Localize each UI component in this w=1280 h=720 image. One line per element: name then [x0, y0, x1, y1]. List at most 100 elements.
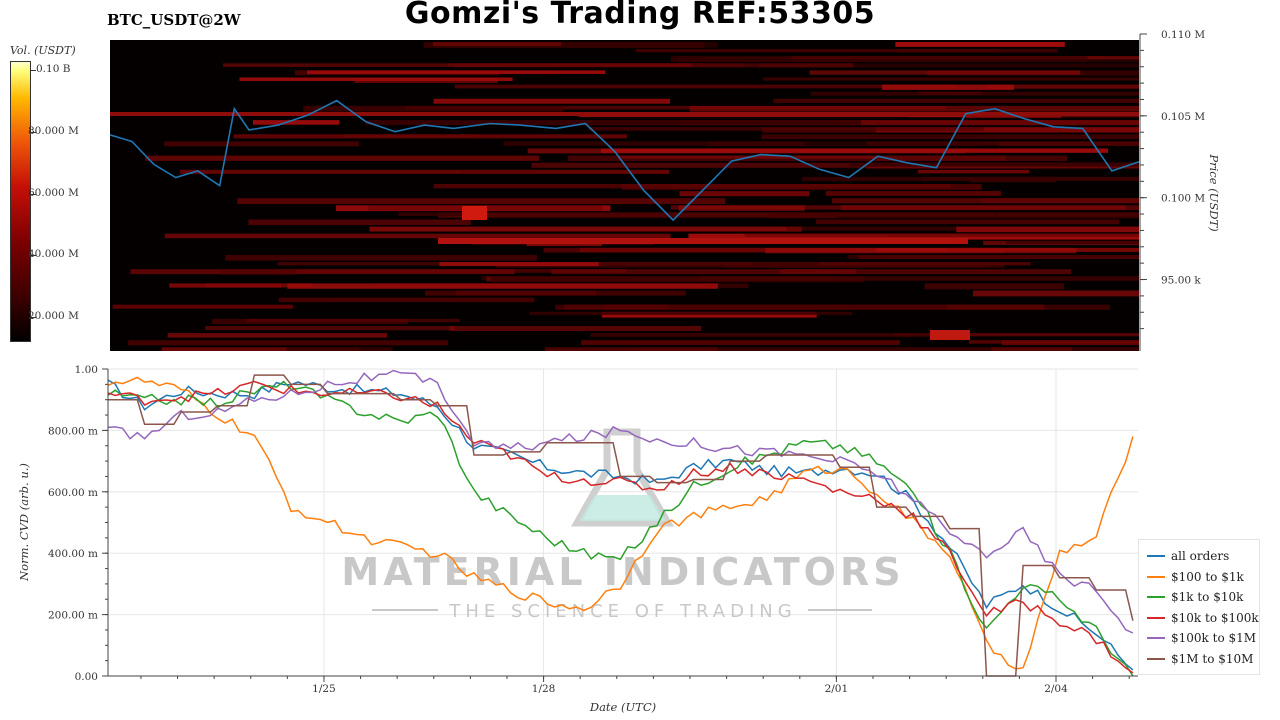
liquidity-band [763, 77, 1139, 81]
liquidity-band [543, 247, 876, 253]
heatmap-panel [110, 40, 1139, 351]
legend-swatch [1147, 616, 1165, 619]
liquidity-band [239, 77, 513, 82]
liquidity-band [286, 347, 393, 351]
liquidity-band [678, 205, 805, 211]
liquidity-band [303, 105, 564, 112]
liquidity-band [454, 84, 957, 89]
cvd-series-line [108, 380, 1134, 674]
liquidity-band [438, 212, 837, 218]
legend-item[interactable]: $10k to $100k [1139, 608, 1259, 629]
liquidity-band [765, 247, 1077, 254]
liquidity-band [917, 169, 1030, 174]
watermark-name: MATERIAL INDICATORS [341, 550, 904, 594]
liquidity-band [998, 141, 1139, 146]
liquidity-band [167, 333, 388, 338]
liquidity-band [503, 141, 805, 146]
legend-label: $100 to $1k [1171, 569, 1244, 584]
legend-label: $100k to $1M [1171, 631, 1257, 646]
legend-label: $10k to $100k [1171, 610, 1259, 625]
liquidity-band [614, 333, 941, 337]
price-tick-label: 0.105 M [1161, 111, 1205, 123]
liquidity-band [831, 198, 1139, 204]
watermark-tagline: THE SCIENCE OF TRADING [448, 601, 796, 622]
legend-item[interactable]: $1k to $10k [1139, 587, 1259, 608]
volume-colorbar [10, 61, 31, 342]
liquidity-band [527, 148, 966, 154]
liquidity-band [1006, 240, 1139, 245]
liquidity-band [220, 269, 298, 275]
liquidity-band [462, 206, 487, 220]
x-tick-label: 2/04 [1044, 683, 1068, 695]
legend-label: $1M to $10M [1171, 651, 1254, 666]
price-tick-label: 0.110 M [1161, 29, 1205, 41]
legend-swatch [1147, 575, 1165, 578]
liquidity-band [815, 219, 1120, 225]
legend-swatch [1147, 555, 1165, 558]
liquidity-band [161, 347, 359, 351]
liquidity-band [637, 347, 1139, 351]
colorbar-tick-mark [31, 70, 36, 71]
liquidity-band [110, 112, 1139, 116]
price-axis: 0.110 M 0.105 M 0.100 M 95.00 k Price (USDT) [1139, 29, 1221, 351]
legend-item[interactable]: $1M to $10M [1139, 649, 1259, 670]
legend-label: $1k to $10k [1171, 590, 1244, 605]
liquidity-band [758, 63, 1139, 68]
legend-swatch [1147, 596, 1165, 599]
liquidity-band [802, 176, 1139, 182]
x-tick-label: 2/01 [825, 683, 849, 695]
liquidity-band [237, 198, 726, 205]
liquidity-band [679, 191, 810, 197]
liquidity-band [233, 134, 627, 139]
liquidity-band [894, 333, 1139, 337]
liquidity-band [689, 105, 1139, 112]
liquidity-band [287, 283, 718, 289]
liquidity-band [895, 42, 1065, 47]
colorbar-tick-label: 0.10 B [36, 63, 71, 75]
liquidity-band [369, 226, 802, 232]
chart-title: Gomzi's Trading REF:53305 [404, 0, 876, 31]
liquidity-band [708, 141, 981, 147]
liquidity-band [460, 169, 539, 174]
liquidity-band [423, 42, 705, 48]
liquidity-band [956, 226, 1139, 233]
legend-item[interactable]: $100 to $1k [1139, 567, 1259, 588]
liquidity-band [433, 184, 951, 189]
liquidity-band [205, 326, 455, 331]
liquidity-band [531, 162, 885, 168]
liquidity-band [875, 127, 1139, 133]
liquidity-band [1001, 340, 1139, 346]
liquidity-band [253, 120, 340, 125]
liquidity-band [130, 269, 515, 275]
legend-label: all orders [1171, 549, 1230, 564]
liquidity-band [225, 255, 537, 261]
liquidity-band [761, 134, 1139, 140]
y-tick-label: 200.00 m [48, 610, 98, 622]
liquidity-band [145, 155, 540, 161]
liquidity-band [551, 269, 1072, 275]
liquidity-band [568, 155, 1068, 162]
x-tick-label: 1/28 [532, 683, 556, 695]
liquidity-band [840, 205, 1139, 211]
legend-item[interactable]: all orders [1139, 546, 1259, 567]
liquidity-band [433, 98, 671, 104]
liquidity-band [180, 169, 670, 174]
liquidity-band [882, 84, 1015, 90]
liquidity-band [810, 91, 1139, 96]
liquidity-band [786, 120, 1139, 125]
cvd-lines [108, 369, 1134, 677]
x-axis-label: Date (UTC) [589, 700, 656, 714]
price-tick-label: 0.100 M [1161, 193, 1205, 205]
liquidity-band [128, 340, 449, 346]
liquidity-band [169, 283, 282, 288]
liquidity-band [544, 347, 718, 351]
legend-item[interactable]: $100k to $1M [1139, 628, 1259, 649]
y-axis-label: Norm. CVD (arb. u.) [17, 463, 31, 582]
liquidity-band [817, 262, 1031, 266]
liquidity-band [825, 191, 1001, 196]
colorbar-tick-mark [31, 131, 36, 133]
colorbar-title: Vol. (USDT) [10, 44, 76, 57]
liquidity-band [972, 290, 1139, 297]
liquidity-band [490, 276, 865, 283]
